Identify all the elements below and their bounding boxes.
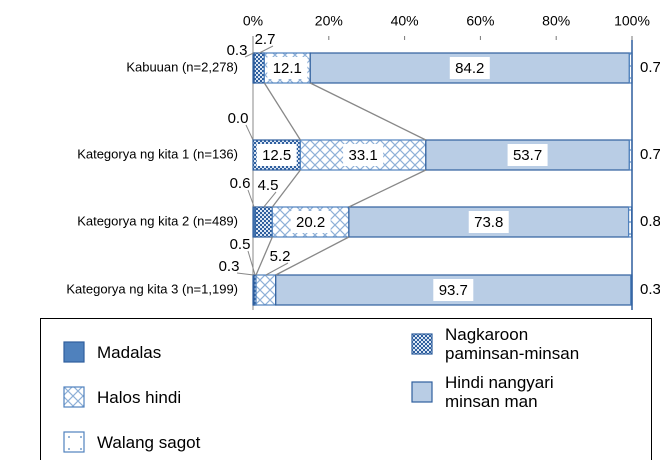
value-label: 4.5 xyxy=(258,177,279,194)
legend-item: Hindi nangyari minsan man xyxy=(411,373,605,411)
value-label: 12.5 xyxy=(262,147,291,164)
legend-swatch-rect xyxy=(63,386,85,408)
leader-line xyxy=(247,250,256,276)
value-label: 73.8 xyxy=(474,214,503,231)
legend-swatch xyxy=(63,431,85,453)
bar-segment xyxy=(255,274,277,306)
y-tick-label: Kategorya ng kita 1 (n=136) xyxy=(77,146,238,161)
legend-item: Madalas xyxy=(63,341,297,363)
bar-segment xyxy=(254,206,273,238)
label-bg xyxy=(256,144,297,166)
leader-line xyxy=(259,45,274,54)
legend-swatch-rect xyxy=(63,431,85,453)
leader-line xyxy=(244,52,254,58)
legend-label: Nagkaroon paminsan-minsan xyxy=(445,325,580,363)
x-tick-label: 60% xyxy=(466,13,494,29)
y-tick-label: Kategorya ng kita 3 (n=1,199) xyxy=(66,281,238,296)
legend: Madalas Nagkaroon paminsan-minsan Halos hi… xyxy=(40,318,652,460)
legend-item: Nagkaroon paminsan-minsan xyxy=(411,325,605,363)
bar-segment xyxy=(627,206,633,238)
legend-swatch xyxy=(411,381,433,403)
connector-line xyxy=(309,82,427,141)
x-tick-label: 40% xyxy=(391,13,419,29)
legend-swatch-rect xyxy=(63,341,85,363)
label-bg xyxy=(449,57,490,79)
value-label: 93.7 xyxy=(439,282,468,299)
legend-label: Walang sagot xyxy=(97,432,201,452)
value-label: 5.2 xyxy=(270,248,291,265)
value-label: 20.2 xyxy=(296,214,325,231)
value-label: 33.1 xyxy=(348,147,377,164)
legend-item: Halos hindi xyxy=(63,386,297,408)
x-tick-label: 80% xyxy=(542,13,570,29)
value-label: 0.0 xyxy=(228,110,249,127)
value-label: 53.7 xyxy=(513,147,542,164)
label-bg xyxy=(267,57,308,79)
leader-line xyxy=(236,272,254,276)
legend-swatch xyxy=(63,341,85,363)
value-label: 0.7 xyxy=(640,146,660,163)
x-tick-label: 100% xyxy=(614,13,650,29)
bar-segment xyxy=(253,52,265,84)
label-bg xyxy=(433,279,474,301)
leader-line xyxy=(263,191,277,208)
legend-label: Halos hindi xyxy=(97,387,182,407)
y-tick-label: Kategorya ng kita 2 (n=489) xyxy=(77,213,238,228)
value-label: 0.7 xyxy=(640,59,660,76)
label-bg xyxy=(468,211,509,233)
leader-line xyxy=(265,262,289,276)
value-label: 0.3 xyxy=(219,258,240,275)
x-tick-label: 0% xyxy=(243,13,263,29)
value-label: 0.3 xyxy=(227,42,248,59)
connector-line xyxy=(271,169,301,208)
legend-label: Madalas xyxy=(97,342,162,362)
x-tick-label: 20% xyxy=(315,13,343,29)
value-label: 0.3 xyxy=(640,281,660,298)
connector-line xyxy=(255,236,273,276)
leader-line xyxy=(245,124,254,141)
label-bg xyxy=(507,144,548,166)
legend-swatch-rect xyxy=(411,333,433,355)
legend-item: Walang sagot xyxy=(63,431,297,453)
legend-swatch xyxy=(411,333,433,355)
connector-line xyxy=(263,82,301,141)
leader-line xyxy=(247,189,255,208)
value-label: 0.8 xyxy=(640,213,660,230)
y-tick-label: Kabuuan (n=2,278) xyxy=(126,59,238,74)
connector-line xyxy=(348,169,427,208)
label-bg xyxy=(290,211,331,233)
label-bg xyxy=(343,144,384,166)
connector-line xyxy=(275,236,350,276)
value-label: 2.7 xyxy=(255,31,276,48)
value-label: 84.2 xyxy=(455,60,484,77)
legend-swatch-rect xyxy=(411,381,433,403)
value-label: 0.6 xyxy=(230,175,251,192)
legend-swatch xyxy=(63,386,85,408)
value-label: 0.5 xyxy=(230,236,251,253)
value-label: 12.1 xyxy=(273,60,302,77)
legend-label: Hindi nangyari minsan man xyxy=(445,373,554,411)
